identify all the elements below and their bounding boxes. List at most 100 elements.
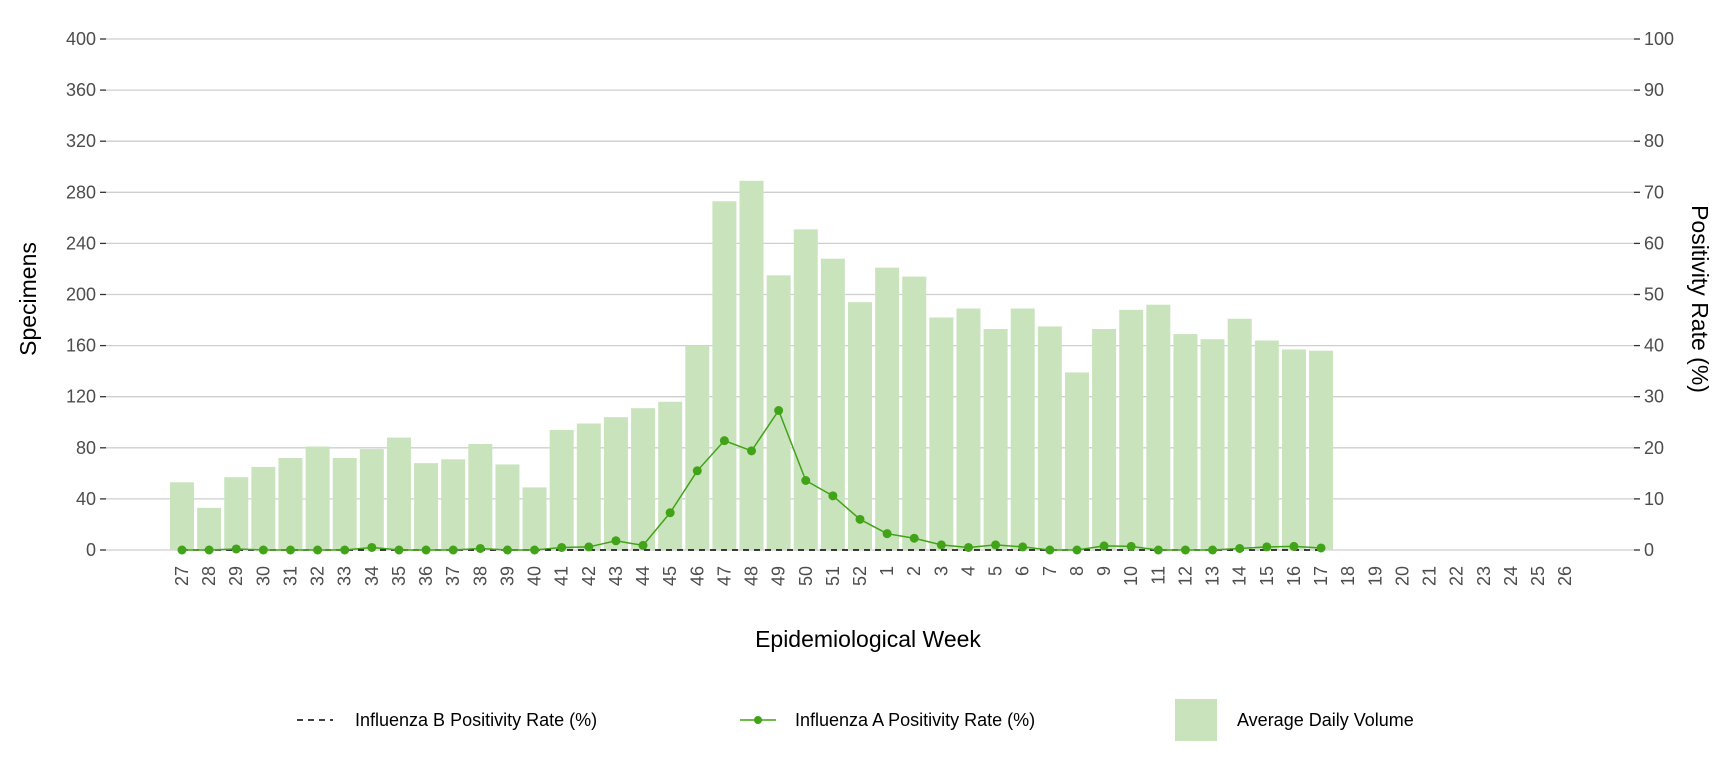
y-axis-title: Specimens: [15, 242, 41, 356]
y-tick-label: 0: [86, 540, 96, 560]
bar: [359, 449, 384, 550]
influenza-a-point: [963, 542, 973, 552]
bar: [1254, 340, 1279, 550]
bar: [468, 443, 493, 550]
x-tick-label: 40: [525, 566, 545, 586]
influenza-a-point: [828, 491, 838, 501]
bar: [875, 267, 900, 550]
x-tick-label: 34: [362, 566, 382, 586]
y2-tick-label: 100: [1644, 29, 1674, 49]
influenza-a-point: [1018, 542, 1028, 552]
influenza-a-point: [1262, 542, 1272, 552]
x-tick-label: 36: [416, 566, 436, 586]
x-tick-label: 17: [1311, 566, 1331, 586]
influenza-a-point: [936, 540, 946, 550]
influenza-a-point: [638, 540, 648, 550]
bar: [1227, 318, 1252, 550]
x-tick-label: 38: [470, 566, 490, 586]
left-axis: 0 40 80 120 160 200 240 280 320 360 400: [66, 29, 106, 560]
influenza-a-point: [1153, 545, 1163, 555]
x-tick-label: 30: [253, 566, 273, 586]
x-tick-label: 7: [1040, 566, 1060, 576]
influenza-a-point: [1126, 541, 1136, 551]
y-tick-label: 160: [66, 336, 96, 356]
x-tick-label: 33: [335, 566, 355, 586]
bar: [332, 458, 357, 550]
y2-axis-title: Positivity Rate (%): [1687, 205, 1713, 393]
influenza-a-point: [421, 545, 431, 555]
bar: [1200, 339, 1225, 550]
y-tick-label: 280: [66, 182, 96, 202]
x-tick-label: 3: [931, 566, 951, 576]
influenza-a-point: [313, 545, 323, 555]
x-tick-label: 4: [958, 566, 978, 576]
legend-label: Influenza B Positivity Rate (%): [355, 710, 597, 730]
x-tick-label: 8: [1067, 566, 1087, 576]
bar: [658, 401, 683, 550]
bar: [848, 302, 872, 550]
bar: [1010, 308, 1035, 550]
x-tick-label: 2: [904, 566, 924, 576]
y-tick-label: 200: [66, 285, 96, 305]
bar: [1173, 334, 1198, 550]
y2-tick-label: 30: [1644, 387, 1664, 407]
bar: [1281, 349, 1306, 550]
influenza-a-point: [475, 543, 485, 553]
y-tick-label: 40: [76, 489, 96, 509]
x-tick-label: 51: [823, 566, 843, 586]
bar: [712, 201, 737, 550]
influenza-a-point: [258, 545, 268, 555]
x-tick-label: 6: [1013, 566, 1033, 576]
bar: [1309, 350, 1334, 550]
bar: [739, 180, 764, 551]
legend-label: Average Daily Volume: [1237, 710, 1414, 730]
x-tick-label: 9: [1094, 566, 1114, 576]
y2-tick-label: 40: [1644, 336, 1664, 356]
influenza-a-point: [1180, 545, 1190, 555]
bar: [983, 328, 1008, 550]
bar: [929, 317, 954, 550]
x-tick-label: 41: [552, 566, 572, 586]
x-tick-label: 29: [226, 566, 246, 586]
x-tick-label: 39: [497, 566, 517, 586]
influenza-a-point: [882, 529, 892, 539]
influenza-a-point: [692, 466, 702, 476]
x-tick-label: 32: [308, 566, 328, 586]
influenza-a-point: [1072, 545, 1082, 555]
x-tick-label: 10: [1121, 566, 1141, 586]
x-tick-label: 1: [877, 566, 897, 576]
influenza-a-point: [801, 476, 811, 486]
x-tick-label: 44: [633, 566, 653, 586]
x-tick-label: 49: [769, 566, 789, 586]
x-tick-label: 52: [850, 566, 870, 586]
y2-tick-label: 10: [1644, 489, 1664, 509]
right-axis: 0 10 20 30 40 50 60 70 80 90 100: [1634, 29, 1674, 560]
bar: [1119, 309, 1144, 550]
x-tick-label: 45: [660, 566, 680, 586]
influenza-a-point: [1099, 541, 1109, 551]
influenza-a-point: [774, 405, 784, 415]
legend-item-volume: Average Daily Volume: [1175, 699, 1414, 741]
influenza-a-point: [665, 508, 675, 518]
influenza-a-point: [394, 545, 404, 555]
bar: [902, 276, 927, 550]
bar: [197, 507, 222, 550]
y-tick-label: 400: [66, 29, 96, 49]
bar: [576, 423, 601, 550]
x-tick-label: 35: [389, 566, 409, 586]
lines: [177, 405, 1326, 555]
y2-tick-label: 70: [1644, 182, 1664, 202]
x-tick-label: 11: [1148, 566, 1168, 585]
x-tick-label: 24: [1501, 566, 1521, 586]
bar: [278, 458, 303, 550]
x-tick-label: 31: [280, 566, 300, 586]
bar: [495, 464, 520, 550]
y2-tick-label: 80: [1644, 131, 1664, 151]
bar: [793, 229, 818, 550]
x-tick-label: 37: [443, 566, 463, 586]
y-tick-label: 320: [66, 131, 96, 151]
y2-tick-label: 20: [1644, 438, 1664, 458]
bar: [386, 437, 411, 550]
bar: [251, 466, 276, 550]
